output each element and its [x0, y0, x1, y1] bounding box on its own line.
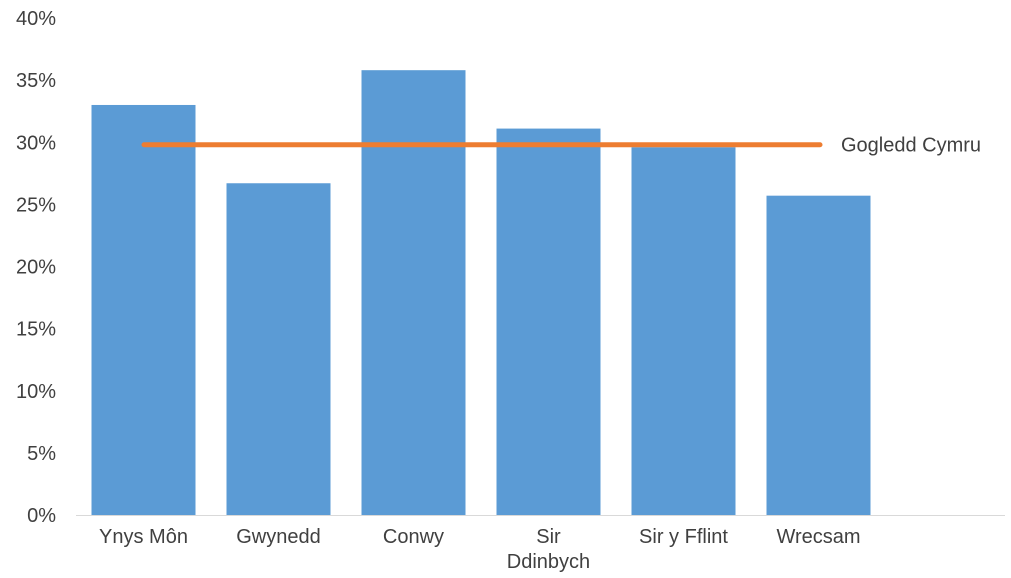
bar — [91, 104, 196, 515]
bar — [766, 195, 871, 516]
reference-line-group: Gogledd Cymru — [141, 135, 981, 157]
x-tick-label: Wrecsam — [776, 526, 860, 548]
x-tick-label: Sir Ddinbych — [507, 526, 590, 573]
y-tick-label: 40% — [16, 8, 56, 30]
y-tick-label: 0% — [27, 505, 56, 527]
x-axis-labels: Ynys Môn Gwynedd Conwy Sir Ddinbych Sir y Ffl… — [99, 526, 861, 573]
y-tick-label: 30% — [16, 132, 56, 154]
y-tick-label: 35% — [16, 70, 56, 92]
bar — [226, 183, 331, 515]
y-tick-label: 20% — [16, 257, 56, 279]
bar — [631, 147, 736, 515]
bars-group — [91, 70, 871, 516]
reference-line-label: Gogledd Cymru — [841, 135, 981, 157]
x-tick-label: Conwy — [383, 526, 444, 548]
y-tick-label: 25% — [16, 194, 56, 216]
y-tick-label: 15% — [16, 319, 56, 341]
bar — [361, 70, 466, 515]
bar — [496, 128, 601, 515]
y-tick-label: 5% — [27, 443, 56, 465]
x-tick-label: Sir y Fflint — [639, 526, 728, 548]
x-tick-label: Ynys Môn — [99, 526, 188, 548]
y-tick-label: 10% — [16, 381, 56, 403]
x-tick-label: Gwynedd — [236, 526, 321, 548]
y-axis-ticks: 0% 5% 10% 15% 20% 25% 30% 35% 40% — [16, 8, 56, 527]
